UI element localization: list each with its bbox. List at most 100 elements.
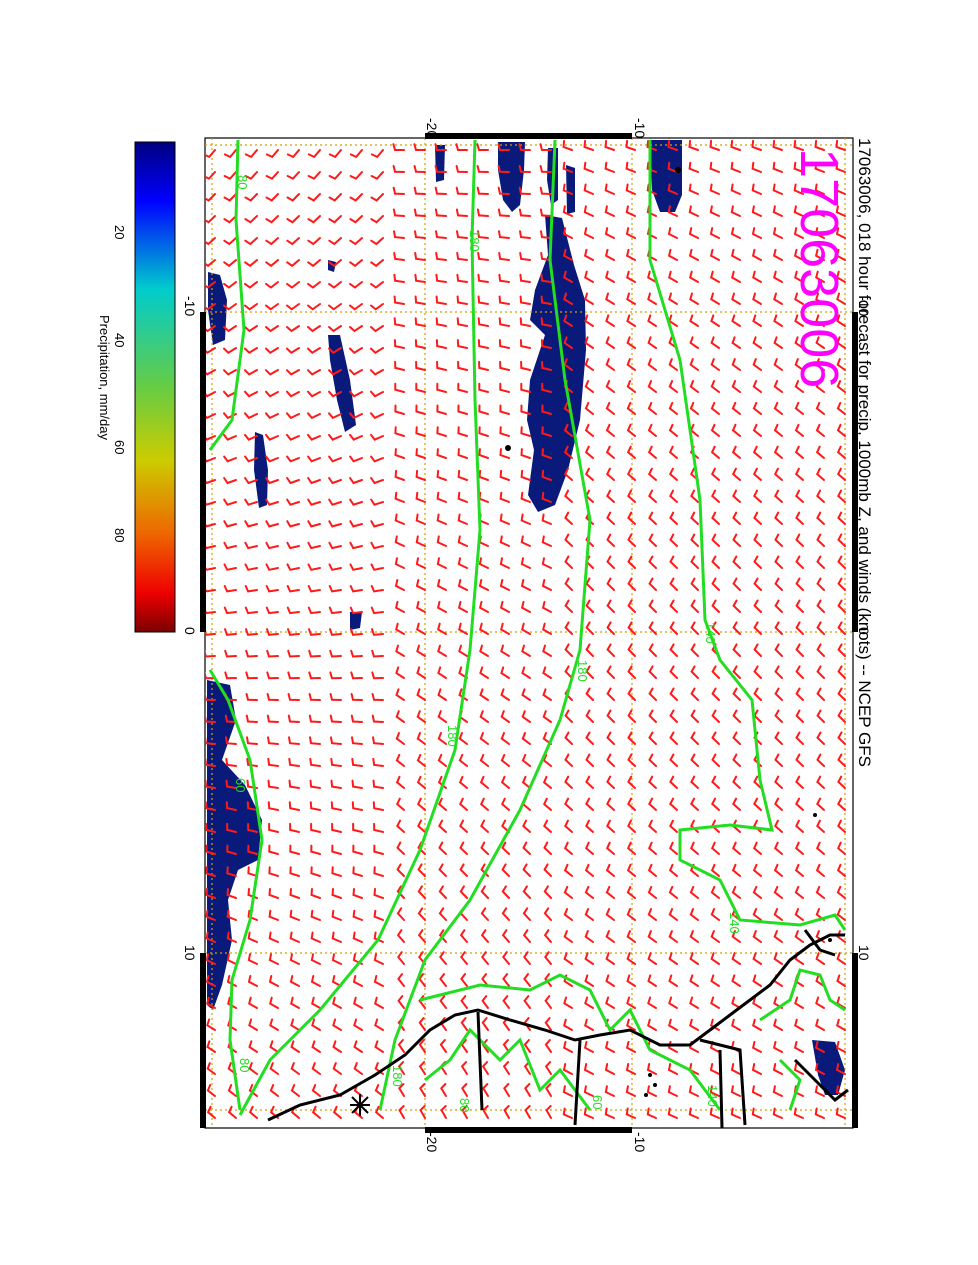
wind-barb bbox=[605, 885, 615, 899]
wind-barb bbox=[709, 139, 720, 151]
wind-barb bbox=[223, 237, 237, 246]
wind-barb bbox=[330, 736, 342, 745]
wind-barb bbox=[563, 314, 573, 327]
wind-barb bbox=[244, 325, 258, 333]
wind-barb bbox=[288, 779, 300, 789]
wind-barb bbox=[395, 797, 405, 811]
wind-barb bbox=[476, 208, 489, 217]
wind-barb bbox=[562, 139, 573, 151]
wind-barb bbox=[814, 227, 825, 239]
wind-barb bbox=[413, 208, 426, 217]
wind-barb bbox=[626, 445, 636, 459]
wind-barb bbox=[648, 709, 657, 723]
wind-barb bbox=[223, 281, 237, 289]
wind-barb bbox=[205, 909, 216, 921]
wind-barb bbox=[287, 671, 300, 680]
wind-barb bbox=[837, 775, 846, 789]
wind-barb bbox=[457, 448, 468, 459]
wind-barb bbox=[626, 401, 636, 415]
wind-barb bbox=[625, 248, 636, 261]
wind-barb bbox=[815, 885, 825, 899]
wind-barb bbox=[309, 779, 321, 789]
wind-barb bbox=[583, 139, 594, 151]
wind-barb bbox=[520, 600, 531, 613]
wind-barb bbox=[393, 317, 405, 327]
wind-barb bbox=[794, 445, 804, 459]
wind-barb bbox=[688, 205, 699, 217]
wind-barb bbox=[837, 555, 846, 569]
wind-barb bbox=[814, 1107, 825, 1119]
wind-barb bbox=[307, 433, 321, 441]
wind-barb bbox=[331, 844, 342, 855]
wind-barb bbox=[287, 714, 300, 723]
wind-barb bbox=[265, 303, 279, 311]
wind-barb bbox=[709, 1085, 720, 1097]
wind-barb bbox=[836, 952, 846, 965]
wind-barb bbox=[328, 281, 342, 289]
wind-barb bbox=[392, 143, 405, 151]
wind-barb bbox=[626, 908, 636, 921]
right-tick-label: -10 bbox=[856, 296, 872, 317]
wind-barb bbox=[372, 779, 384, 789]
wind-barb bbox=[499, 360, 510, 371]
wind-barb bbox=[349, 498, 363, 506]
wind-barb bbox=[710, 314, 720, 327]
wind-barb bbox=[286, 369, 300, 376]
wind-barb bbox=[371, 714, 384, 723]
wind-barb bbox=[265, 259, 279, 268]
wind-barb bbox=[626, 314, 636, 327]
precip-area bbox=[350, 612, 362, 630]
wind-barb bbox=[331, 822, 342, 833]
wind-barb bbox=[501, 819, 510, 833]
wind-barb bbox=[751, 139, 762, 151]
wind-barb bbox=[604, 227, 615, 239]
wind-barb bbox=[205, 953, 216, 965]
wind-barb bbox=[349, 369, 363, 376]
wind-barb bbox=[205, 522, 216, 528]
wind-barb bbox=[625, 1107, 636, 1119]
wind-barb bbox=[269, 1040, 279, 1053]
axis-bars bbox=[200, 133, 858, 1133]
wind-barb bbox=[478, 469, 489, 481]
wind-barb bbox=[266, 628, 279, 636]
wind-barb bbox=[328, 237, 342, 246]
wind-barb bbox=[583, 248, 594, 261]
wind-barb bbox=[605, 336, 615, 349]
wind-barb bbox=[370, 193, 384, 202]
precip-area bbox=[812, 1040, 845, 1095]
wind-barb bbox=[247, 975, 258, 987]
wind-barb bbox=[502, 995, 510, 1009]
wind-barb bbox=[248, 1062, 258, 1075]
wind-barb bbox=[669, 709, 678, 723]
wind-barb bbox=[415, 360, 426, 371]
wind-barb bbox=[457, 557, 468, 569]
wind-barb bbox=[349, 606, 363, 615]
wind-barb bbox=[413, 143, 426, 151]
contour-label: 60 bbox=[590, 1095, 605, 1110]
wind-barb bbox=[519, 273, 531, 283]
wind-barb bbox=[370, 325, 384, 333]
wind-barb bbox=[477, 252, 489, 261]
wind-barb bbox=[751, 1063, 762, 1075]
wind-barb bbox=[648, 687, 657, 701]
wind-barb bbox=[373, 975, 384, 987]
wind-barb bbox=[286, 237, 300, 246]
wind-barb bbox=[482, 1083, 489, 1097]
wind-barb bbox=[814, 1085, 825, 1097]
wind-barb bbox=[564, 533, 573, 547]
wind-barb bbox=[481, 973, 489, 987]
wind-barb bbox=[417, 907, 426, 921]
wind-barb bbox=[481, 1061, 489, 1075]
wind-barb bbox=[518, 165, 531, 173]
wind-barb bbox=[265, 281, 279, 289]
wind-barb bbox=[794, 996, 804, 1009]
wind-barb bbox=[794, 314, 804, 327]
wind-barb bbox=[604, 161, 615, 173]
wind-barb bbox=[562, 1040, 573, 1053]
wind-barb bbox=[223, 347, 237, 354]
wind-barb bbox=[205, 866, 216, 877]
wind-barb bbox=[689, 841, 699, 855]
wind-barb bbox=[395, 666, 405, 679]
wind-barb bbox=[245, 671, 258, 680]
wind-barb bbox=[605, 841, 615, 855]
